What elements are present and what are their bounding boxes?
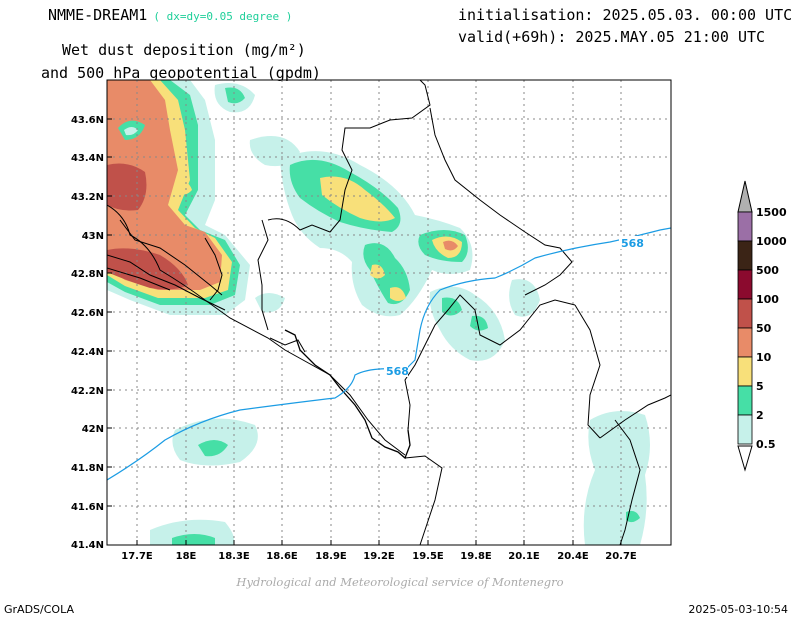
lon-label: 20.4E bbox=[557, 551, 589, 562]
lon-label: 19.8E bbox=[460, 551, 492, 562]
legend-color-box bbox=[737, 356, 753, 387]
legend-color-box bbox=[737, 240, 753, 271]
lat-label: 41.4N bbox=[71, 540, 104, 551]
lon-label: 20.7E bbox=[605, 551, 637, 562]
lat-label: 42N bbox=[82, 424, 104, 435]
legend-label: 5 bbox=[756, 380, 764, 393]
lat-label: 43.2N bbox=[71, 192, 104, 203]
lon-label: 18.6E bbox=[266, 551, 298, 562]
lon-label: 18.9E bbox=[315, 551, 347, 562]
legend-color-box bbox=[737, 414, 753, 445]
lat-label: 41.8N bbox=[71, 463, 104, 474]
contour-label-1: 568 bbox=[386, 365, 409, 378]
dust-deposition-field bbox=[107, 80, 650, 545]
lon-label: 18.3E bbox=[218, 551, 250, 562]
init-time: initialisation: 2025.05.03. 00:00 UTC bbox=[458, 6, 793, 24]
lon-label: 20.1E bbox=[508, 551, 540, 562]
lon-label: 17.7E bbox=[121, 551, 153, 562]
lat-label: 42.8N bbox=[71, 269, 104, 280]
borders-and-coastline bbox=[107, 80, 671, 545]
software-label: GrADS/COLA bbox=[4, 603, 74, 616]
legend-label: 1000 bbox=[756, 235, 787, 248]
model-title: NMME-DREAM1( dx=dy=0.05 degree ) bbox=[48, 6, 293, 24]
axis-ticks bbox=[107, 118, 622, 545]
legend-label: 2 bbox=[756, 409, 764, 422]
legend-color-box bbox=[737, 327, 753, 358]
lat-label: 43N bbox=[82, 231, 104, 242]
lat-label: 42.6N bbox=[71, 308, 104, 319]
legend-label: 50 bbox=[756, 322, 772, 335]
valid-time: valid(+69h): 2025.MAY.05 21:00 UTC bbox=[458, 28, 766, 46]
legend-color-box bbox=[737, 211, 753, 242]
legend-arrow-top bbox=[737, 180, 753, 213]
latitude-labels: 43.6N 43.4N 43.2N 43N 42.8N 42.6N 42.4N … bbox=[71, 115, 104, 551]
credit-line: Hydrological and Meteorological service … bbox=[236, 575, 564, 589]
legend-color-box bbox=[737, 269, 753, 300]
colorbar-legend: 1500 1000 500 100 50 10 5 2 0.5 bbox=[737, 180, 787, 472]
legend-label: 500 bbox=[756, 264, 779, 277]
longitude-labels: 17.7E 18E 18.3E 18.6E 18.9E 19.2E 19.5E … bbox=[121, 551, 637, 562]
legend-color-box bbox=[737, 298, 753, 329]
variable-title-line2: and 500 hPa geopotential (gpdm) bbox=[41, 64, 321, 82]
lat-lon-grid bbox=[107, 80, 671, 545]
contour-label-2: 568 bbox=[621, 237, 644, 250]
legend-label: 10 bbox=[756, 351, 772, 364]
lat-label: 43.4N bbox=[71, 153, 104, 164]
lat-label: 42.2N bbox=[71, 386, 104, 397]
lat-label: 41.6N bbox=[71, 502, 104, 513]
resolution-note: ( dx=dy=0.05 degree ) bbox=[153, 10, 293, 23]
timestamp-label: 2025-05-03-10:54 bbox=[688, 603, 788, 616]
lon-label: 19.2E bbox=[363, 551, 395, 562]
legend-label: 100 bbox=[756, 293, 779, 306]
legend-label: 1500 bbox=[756, 206, 787, 219]
lat-label: 42.4N bbox=[71, 347, 104, 358]
legend-color-box bbox=[737, 385, 753, 416]
lat-label: 43.6N bbox=[71, 115, 104, 126]
lon-label: 19.5E bbox=[412, 551, 444, 562]
legend-label: 0.5 bbox=[756, 438, 776, 451]
lon-label: 18E bbox=[176, 551, 197, 562]
variable-title-line1: Wet dust deposition (mg/m²) bbox=[62, 41, 306, 59]
legend-arrow-bottom bbox=[737, 445, 753, 472]
